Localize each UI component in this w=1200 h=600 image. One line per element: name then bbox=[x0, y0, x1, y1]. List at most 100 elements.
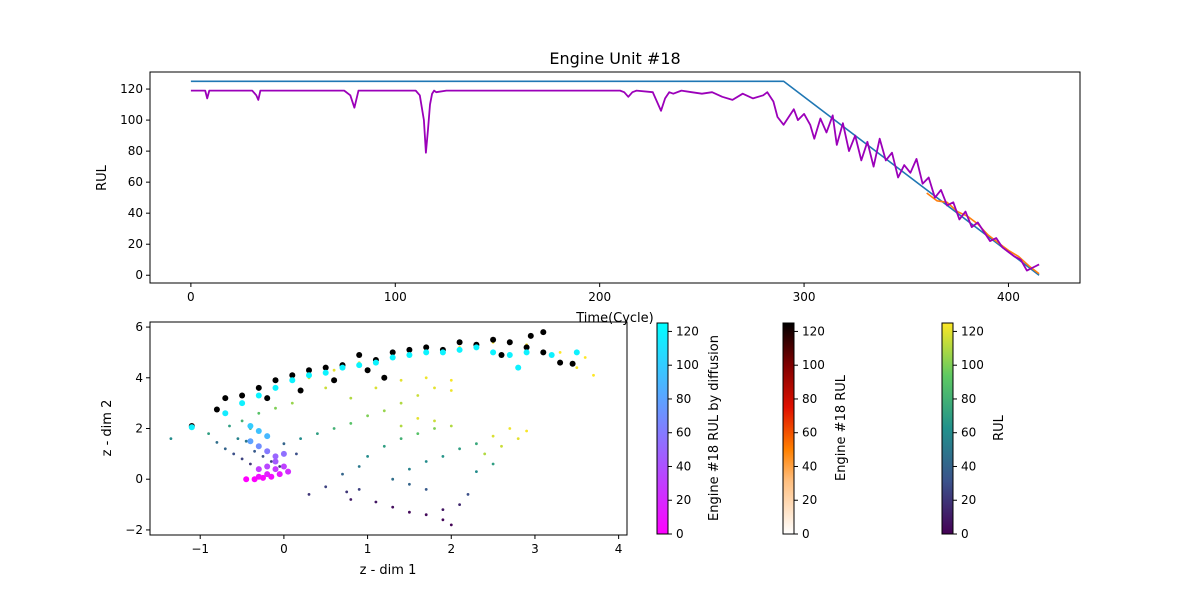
scatter-point-2 bbox=[548, 352, 555, 358]
scatter-point-1 bbox=[272, 377, 279, 384]
scatter-point-0 bbox=[424, 376, 428, 380]
scatter-point-0 bbox=[349, 396, 353, 400]
scatter-point-0 bbox=[449, 424, 453, 428]
scatter-point-1 bbox=[498, 352, 505, 358]
scatter-chart: −1 0 1 2 3 4 −2 0 2 4 6 z - dim 1 z - dim 2 bbox=[100, 320, 628, 578]
scatter-point-0 bbox=[391, 505, 395, 509]
colorbar-tick-label: 60 bbox=[802, 426, 817, 440]
scatter-point-0 bbox=[366, 455, 369, 458]
colorbar-rul-ticks: 0 20 40 60 80 100 120 bbox=[953, 324, 984, 541]
chart-title: Engine Unit #18 bbox=[549, 49, 680, 68]
scatter-point-1 bbox=[423, 344, 430, 351]
scatter-point-0 bbox=[332, 368, 336, 372]
scatter-point-2 bbox=[406, 352, 413, 358]
scatter-point-0 bbox=[449, 523, 453, 527]
colorbar-engine: 0 20 40 60 80 100 120 Engine #18 RUL bbox=[782, 322, 849, 541]
scatter-point-2 bbox=[439, 349, 446, 356]
y-tick-label: 40 bbox=[128, 206, 143, 220]
scatter-point-2 bbox=[272, 466, 279, 473]
colorbar-diffusion: 0 20 40 60 80 100 120 Engine #18 RUL by diffus… bbox=[656, 322, 722, 541]
colorbar-tick-label: 120 bbox=[676, 324, 699, 338]
scatter-point-0 bbox=[357, 488, 361, 491]
line-chart: Engine Unit #18 0 100 200 300 400 0 20 40 60 80 10… bbox=[95, 49, 1081, 326]
scatter-point-0 bbox=[332, 427, 336, 430]
scatter-axes-frame bbox=[149, 321, 628, 536]
scatter-point-1 bbox=[289, 372, 296, 379]
colorbar-tick-label: 120 bbox=[802, 324, 825, 338]
scatter-point-0 bbox=[466, 493, 470, 496]
scatter-point-0 bbox=[433, 419, 436, 423]
colorbar-tick-label: 80 bbox=[802, 392, 817, 406]
scatter-y-tick-label: 2 bbox=[135, 422, 143, 436]
scatter-point-1 bbox=[557, 359, 564, 366]
scatter-point-2 bbox=[251, 476, 258, 483]
colorbar-tick-label: 0 bbox=[676, 527, 684, 541]
scatter-point-0 bbox=[240, 457, 244, 461]
scatter-point-0 bbox=[215, 441, 219, 444]
scatter-x-tick-label: 2 bbox=[447, 542, 455, 556]
scatter-point-0 bbox=[399, 401, 403, 405]
scatter-point-0 bbox=[345, 490, 349, 494]
scatter-point-1 bbox=[540, 349, 547, 356]
scatter-point-0 bbox=[416, 394, 420, 397]
scatter-y-label: z - dim 2 bbox=[100, 400, 115, 457]
scatter-x-tick-label: 0 bbox=[280, 542, 288, 556]
scatter-point-1 bbox=[523, 344, 530, 351]
top-series-group bbox=[190, 80, 1040, 276]
scatter-point-0 bbox=[525, 429, 528, 433]
top-axes-frame bbox=[149, 71, 1081, 284]
x-tick-label: 100 bbox=[384, 290, 407, 304]
scatter-point-0 bbox=[399, 424, 403, 428]
colorbar-tick-label: 60 bbox=[676, 426, 691, 440]
scatter-point-0 bbox=[424, 513, 428, 517]
scatter-point-0 bbox=[316, 432, 319, 435]
y-tick-label: 20 bbox=[128, 237, 143, 251]
colorbar-tick-label: 80 bbox=[676, 392, 691, 406]
scatter-point-2 bbox=[285, 468, 292, 475]
x-tick-label: 200 bbox=[588, 290, 611, 304]
colorbar-tick-label: 80 bbox=[961, 392, 976, 406]
x-tick-label: 0 bbox=[187, 290, 195, 304]
scatter-axis-ticks: −1 0 1 2 3 4 −2 0 2 4 6 bbox=[125, 320, 622, 556]
top-axis-ticks: 0 100 200 300 400 0 20 40 60 80 100 120 bbox=[120, 82, 1020, 304]
colorbar-rul-gradient bbox=[941, 322, 954, 535]
colorbar-tick-label: 100 bbox=[802, 358, 825, 372]
scatter-point-0 bbox=[357, 465, 361, 468]
y-tick-label: 120 bbox=[120, 82, 143, 96]
scatter-point-2 bbox=[276, 471, 283, 478]
scatter-point-2 bbox=[255, 392, 262, 399]
scatter-point-0 bbox=[228, 424, 231, 428]
scatter-point-0 bbox=[500, 444, 503, 448]
scatter-point-1 bbox=[364, 367, 371, 374]
scatter-point-0 bbox=[416, 417, 420, 420]
scatter-point-0 bbox=[558, 351, 562, 354]
scatter-point-2 bbox=[268, 473, 275, 480]
scatter-point-1 bbox=[255, 384, 262, 391]
scatter-point-0 bbox=[449, 389, 453, 392]
colorbar-tick-label: 0 bbox=[802, 527, 810, 541]
scatter-point-2 bbox=[247, 423, 254, 429]
scatter-point-0 bbox=[408, 467, 411, 471]
scatter-point-0 bbox=[441, 508, 445, 511]
colorbar-diffusion-ticks: 0 20 40 60 80 100 120 bbox=[668, 324, 699, 541]
scatter-point-0 bbox=[374, 386, 378, 390]
scatter-x-label: z - dim 1 bbox=[360, 563, 417, 578]
scatter-point-0 bbox=[458, 503, 461, 506]
scatter-point-0 bbox=[408, 482, 411, 486]
scatter-point-1 bbox=[264, 395, 271, 402]
scatter-point-0 bbox=[424, 488, 428, 491]
scatter-point-0 bbox=[366, 414, 369, 418]
scatter-point-2 bbox=[456, 346, 463, 353]
colorbar-tick-label: 20 bbox=[961, 493, 976, 507]
scatter-point-2 bbox=[255, 466, 262, 473]
scatter-point-2 bbox=[243, 476, 250, 483]
series-line-2 bbox=[190, 89, 1040, 272]
scatter-point-2 bbox=[272, 384, 279, 391]
scatter-point-0 bbox=[508, 427, 512, 430]
scatter-point-1 bbox=[381, 374, 388, 381]
scatter-point-1 bbox=[389, 349, 396, 356]
scatter-point-0 bbox=[244, 439, 248, 443]
x-tick-label: 300 bbox=[793, 290, 816, 304]
scatter-point-2 bbox=[306, 372, 312, 379]
scatter-point-0 bbox=[249, 462, 252, 466]
